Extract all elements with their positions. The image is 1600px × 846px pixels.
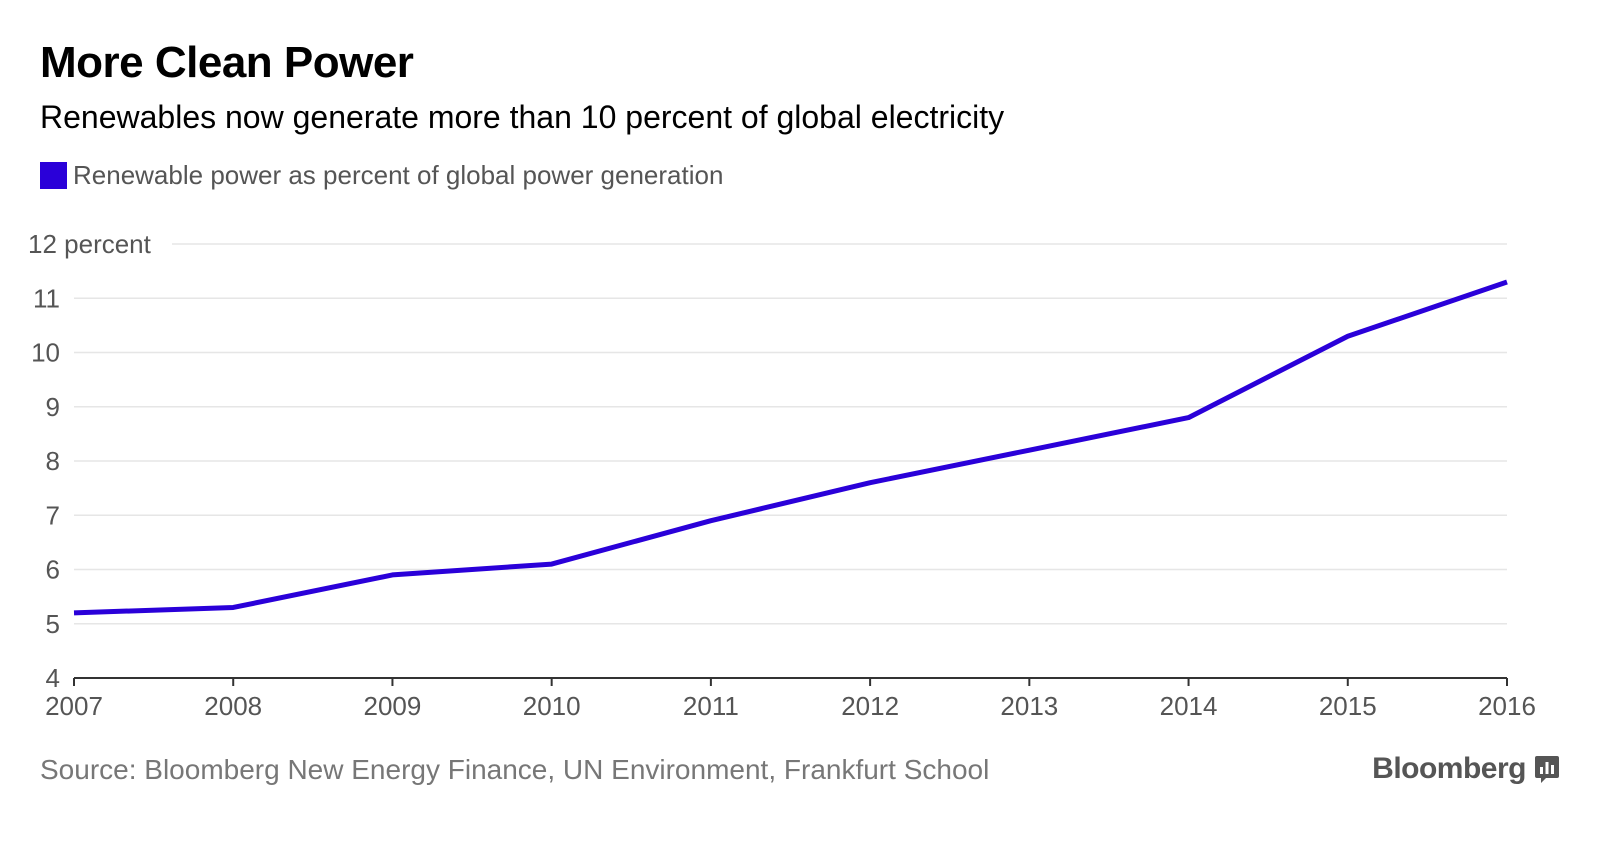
y-tick-label: 5 bbox=[46, 609, 60, 639]
source-note: Source: Bloomberg New Energy Finance, UN… bbox=[40, 754, 990, 785]
x-tick-label: 2014 bbox=[1160, 691, 1218, 721]
x-tick-label: 2007 bbox=[45, 691, 103, 721]
y-tick-label: 6 bbox=[46, 555, 60, 585]
data-point bbox=[1505, 279, 1510, 284]
data-point bbox=[1186, 415, 1191, 420]
chart-title: More Clean Power bbox=[40, 38, 414, 87]
x-tick-label: 2012 bbox=[841, 691, 899, 721]
data-point bbox=[708, 518, 713, 523]
data-point bbox=[868, 480, 873, 485]
bar-chart-icon bbox=[1535, 756, 1559, 783]
x-tick-label: 2013 bbox=[1000, 691, 1058, 721]
x-tick-label: 2011 bbox=[683, 691, 739, 721]
y-tick-label: 12 percent bbox=[28, 229, 152, 259]
data-point bbox=[1345, 334, 1350, 339]
brand-name: Bloomberg bbox=[1372, 752, 1526, 785]
data-point bbox=[72, 610, 77, 615]
x-tick-label: 2008 bbox=[204, 691, 262, 721]
chart-subtitle: Renewables now generate more than 10 per… bbox=[40, 99, 1005, 135]
x-tick-label: 2016 bbox=[1478, 691, 1536, 721]
x-tick-label: 2009 bbox=[364, 691, 422, 721]
data-point bbox=[390, 572, 395, 577]
data-point bbox=[1027, 448, 1032, 453]
legend: Renewable power as percent of global pow… bbox=[40, 160, 723, 190]
legend-swatch bbox=[40, 161, 67, 189]
series-line bbox=[73, 279, 1508, 616]
data-point bbox=[231, 605, 236, 610]
y-tick-label: 11 bbox=[33, 283, 60, 313]
y-tick-label: 10 bbox=[31, 338, 60, 368]
data-point bbox=[549, 562, 554, 567]
x-tick-label: 2010 bbox=[523, 691, 581, 721]
y-tick-label: 7 bbox=[46, 500, 60, 530]
brand-logo: Bloomberg bbox=[1372, 752, 1560, 786]
y-tick-label: 4 bbox=[46, 663, 60, 693]
legend-label: Renewable power as percent of global pow… bbox=[73, 159, 724, 190]
y-tick-label: 9 bbox=[46, 392, 60, 422]
y-tick-label: 8 bbox=[46, 446, 60, 476]
x-tick-label: 2015 bbox=[1319, 691, 1377, 721]
